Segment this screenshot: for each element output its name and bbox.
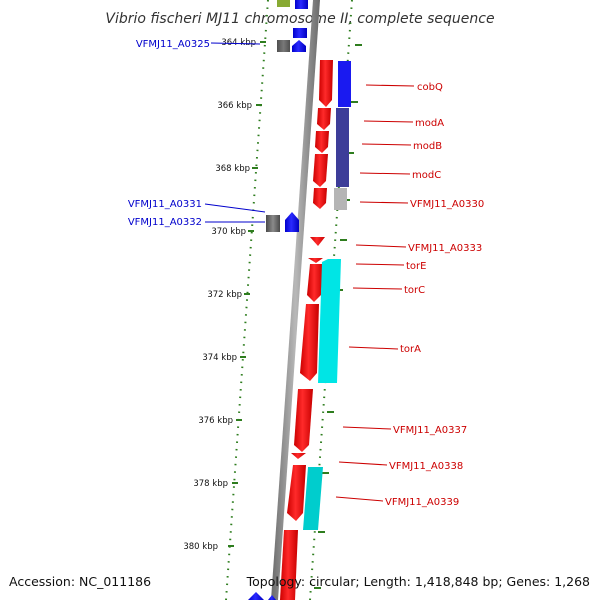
- gene-label[interactable]: torC: [404, 285, 425, 296]
- leader-lines-right: [335, 84, 415, 502]
- scale-labels: 364 kbp 366 kbp 368 kbp 370 kbp 372 kbp …: [183, 38, 256, 552]
- gene-torE[interactable]: [308, 258, 323, 263]
- gene-torC[interactable]: [307, 264, 323, 302]
- kbp-label: 368 kbp: [215, 164, 250, 174]
- gene-label[interactable]: VFMJ11_A0330: [410, 199, 484, 210]
- gene-label[interactable]: modA: [415, 118, 444, 129]
- left-feature-group[interactable]: [266, 212, 299, 232]
- kbp-label: 374 kbp: [202, 353, 237, 363]
- gene-modB[interactable]: [315, 131, 329, 153]
- reverse-strand-genes[interactable]: [280, 60, 333, 600]
- gene-label[interactable]: modC: [412, 170, 441, 181]
- sequence-backbone: [271, 0, 320, 600]
- sequence-info-text: Topology: circular; Length: 1,418,848 bp…: [246, 574, 590, 589]
- gene-labels-right: cobQ modA modB modC VFMJ11_A0330 VFMJ11_…: [385, 82, 484, 508]
- gene-label[interactable]: VFMJ11_A0339: [385, 497, 459, 508]
- gene-VFMJ11_A0337[interactable]: [294, 389, 313, 452]
- map-title: Vibrio fischeri MJ11 chromosome II, comp…: [105, 11, 494, 27]
- gene-VFMJ11_A0339[interactable]: [287, 465, 306, 521]
- track-boundary-left: [225, 0, 269, 600]
- gene-VFMJ11_A0338[interactable]: [291, 453, 306, 459]
- gene-label[interactable]: VFMJ11_A0338: [389, 461, 463, 472]
- gene-label[interactable]: torE: [406, 261, 426, 272]
- cog-color-track: [303, 61, 351, 530]
- top-feature-group[interactable]: [277, 0, 308, 52]
- gene-label[interactable]: modB: [413, 141, 442, 152]
- gene-label[interactable]: torA: [400, 344, 421, 355]
- leader-lines-left: [204, 42, 266, 223]
- gene-modC[interactable]: [313, 154, 328, 187]
- gene-VFMJ11_A0330[interactable]: [313, 188, 327, 209]
- gene-label[interactable]: VFMJ11_A0331: [128, 199, 202, 210]
- gene-torA[interactable]: [300, 304, 319, 381]
- gene-VFMJ11_A0333[interactable]: [310, 237, 325, 246]
- gene-VFMJ11_A0331[interactable]: [266, 215, 280, 232]
- kbp-label: 366 kbp: [217, 101, 252, 111]
- gene-label[interactable]: cobQ: [417, 82, 443, 93]
- scale-ticks-left: [228, 41, 266, 547]
- accession-text: Accession: NC_011186: [9, 574, 151, 589]
- gene-bottom[interactable]: [280, 530, 298, 600]
- kbp-label: 364 kbp: [221, 38, 256, 48]
- kbp-label: 372 kbp: [207, 290, 242, 300]
- gene-bottom-forward-2[interactable]: [268, 595, 276, 600]
- kbp-label: 370 kbp: [211, 227, 246, 237]
- kbp-label: 378 kbp: [193, 479, 228, 489]
- gene-label[interactable]: VFMJ11_A0325: [136, 39, 210, 50]
- gene-VFMJ11_A0332[interactable]: [285, 212, 299, 232]
- kbp-label: 380 kbp: [183, 542, 218, 552]
- gene-modA[interactable]: [317, 108, 331, 130]
- gene-labels-left: VFMJ11_A0325 VFMJ11_A0331 VFMJ11_A0332: [128, 39, 210, 228]
- gene-label[interactable]: VFMJ11_A0333: [408, 243, 482, 254]
- gene-label[interactable]: VFMJ11_A0332: [128, 217, 202, 228]
- gene-label[interactable]: VFMJ11_A0337: [393, 425, 467, 436]
- gene-cobQ[interactable]: [319, 60, 333, 107]
- kbp-label: 376 kbp: [198, 416, 233, 426]
- gene-bottom-forward[interactable]: [248, 592, 264, 600]
